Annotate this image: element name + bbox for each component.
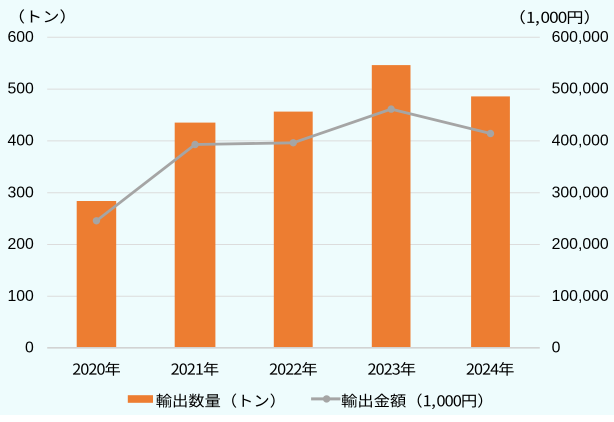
svg-text:400,000: 400,000 [552, 133, 609, 150]
svg-text:600,000: 600,000 [552, 29, 609, 46]
svg-text:200: 200 [7, 236, 34, 253]
svg-text:300,000: 300,000 [552, 184, 609, 201]
svg-text:600: 600 [7, 29, 34, 46]
svg-text:300: 300 [7, 184, 34, 201]
svg-text:100,000: 100,000 [552, 288, 609, 305]
svg-text:500: 500 [7, 81, 34, 98]
svg-text:400: 400 [7, 133, 34, 150]
svg-text:200,000: 200,000 [552, 236, 609, 253]
svg-text:0: 0 [25, 340, 34, 357]
svg-text:0: 0 [552, 340, 561, 357]
svg-text:500,000: 500,000 [552, 81, 609, 98]
svg-text:100: 100 [7, 288, 34, 305]
